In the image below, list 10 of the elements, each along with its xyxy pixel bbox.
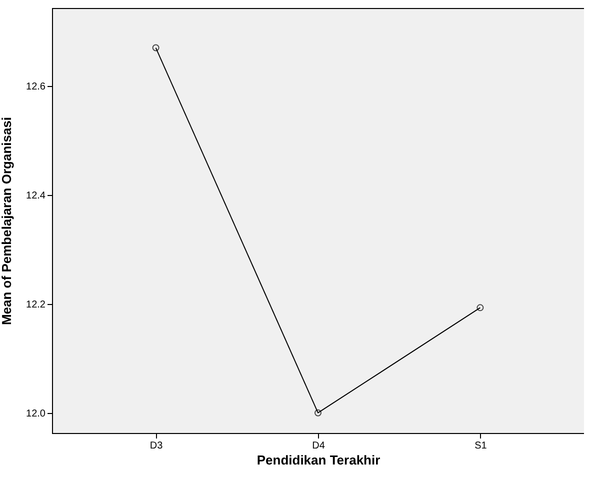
point (314, 409, 322, 416)
x-tick-label: D4 (312, 440, 326, 452)
x-tick-label: S1 (474, 440, 488, 452)
x-tick-label: D3 (150, 440, 164, 452)
y-tick-label: 12.6 (26, 81, 46, 92)
y-tick-label: 12.4 (26, 190, 46, 202)
y-tick-label: 12.0 (26, 408, 46, 420)
y-tick-label: 12.2 (26, 299, 46, 310)
y-axis-title: Mean of Pembelajaran Organisasi (0, 116, 14, 326)
x-axis-title: Pendidikan Terakhir (256, 452, 380, 468)
